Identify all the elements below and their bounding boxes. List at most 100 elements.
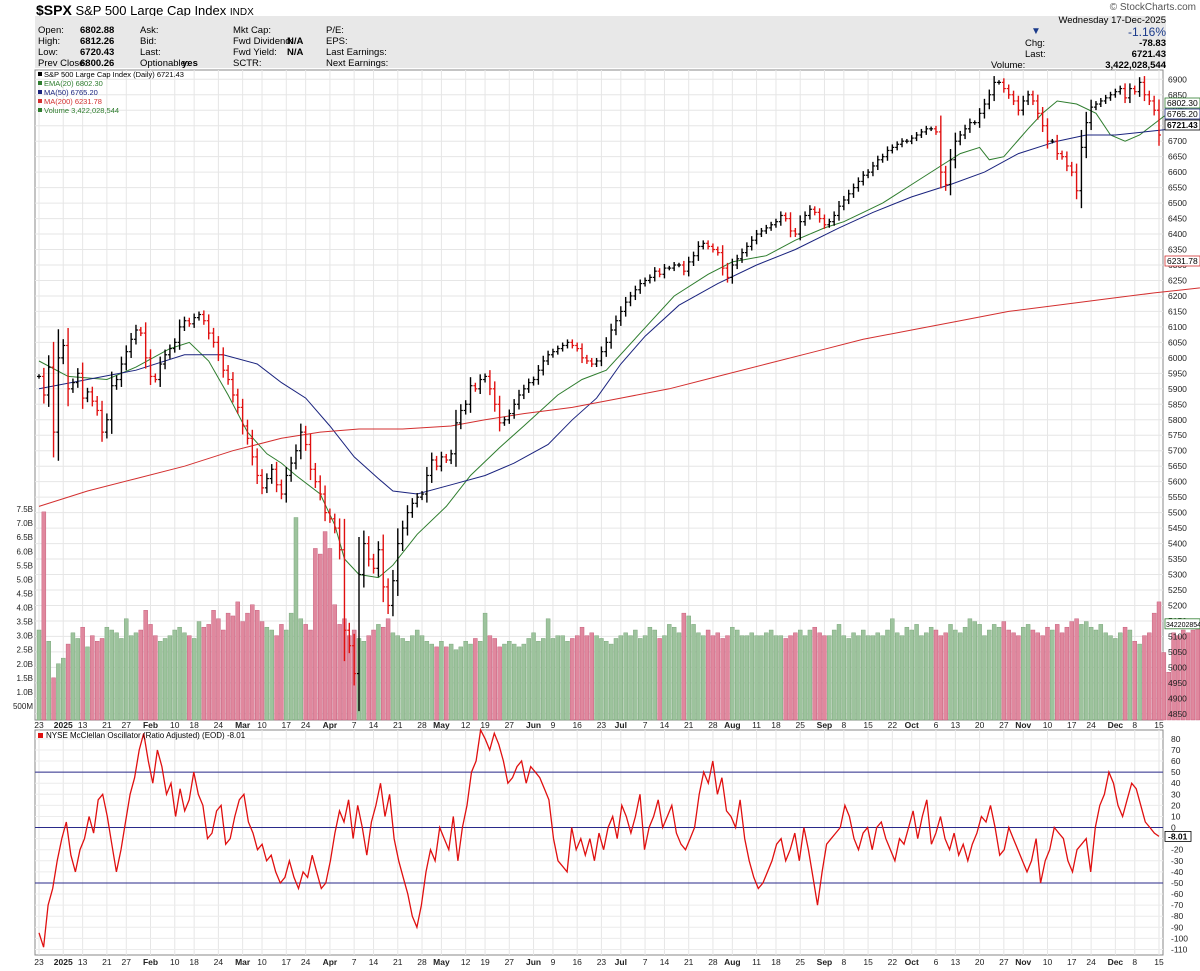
osc-last-text: -8.01 <box>1168 831 1188 841</box>
price-tick-label: 6100 <box>1168 322 1187 332</box>
osc-tick-label: -20 <box>1171 845 1184 855</box>
x-tick-label: 27 <box>999 957 1009 967</box>
x-tick-label: Sep <box>817 720 833 730</box>
osc-tick-label: 60 <box>1171 756 1181 766</box>
x-tick-label: Nov <box>1015 720 1031 730</box>
down-arrow-icon: ▼ <box>1031 26 1041 37</box>
volume-bar <box>749 632 754 721</box>
volume-bar <box>250 604 255 721</box>
ohlc-bar <box>754 229 759 245</box>
x-tick-label: 11 <box>752 957 761 967</box>
ohlc-bar <box>133 324 138 345</box>
ohlc-bar <box>783 212 788 222</box>
x-tick-label: 14 <box>660 720 670 730</box>
summary-value: 3,422,028,544 <box>1105 60 1166 71</box>
x-tick-label: 18 <box>189 720 199 730</box>
volume-bar <box>313 548 318 721</box>
volume-bar <box>400 638 405 721</box>
ohlc-bar <box>822 214 827 229</box>
x-tick-label: 27 <box>505 720 515 730</box>
ohlc-bar <box>468 377 473 413</box>
ohlc-bar <box>381 534 386 603</box>
ohlc-bar <box>172 338 177 353</box>
volume-bar <box>1069 621 1074 721</box>
field-sctr: SCTR: <box>233 58 262 69</box>
volume-bar <box>705 629 711 721</box>
last-value-text: 6231.78 <box>1167 256 1198 266</box>
volume-bar <box>61 657 66 721</box>
ohlc-bar <box>463 400 468 415</box>
volume-bar <box>914 624 919 721</box>
x-tick-label: 14 <box>660 957 670 967</box>
volume-bar <box>85 646 90 721</box>
volume-bar <box>36 629 42 721</box>
volume-bar <box>681 612 687 721</box>
quote-strip <box>35 16 1166 68</box>
price-tick-label: 5400 <box>1168 539 1187 549</box>
last-value-text: 6802.30 <box>1167 98 1198 108</box>
volume-bar <box>933 629 939 721</box>
ohlc-bar <box>677 262 681 268</box>
volume-bar <box>638 638 643 721</box>
volume-bar <box>633 629 638 721</box>
volume-bar <box>928 626 934 721</box>
ohlc-bar <box>575 342 580 352</box>
ohlc-bar <box>987 89 992 110</box>
volume-bar <box>1161 652 1167 721</box>
volume-bar <box>1016 635 1021 721</box>
ohlc-bar <box>841 195 846 211</box>
volume-bar <box>788 635 793 721</box>
x-tick-label: May <box>433 957 450 967</box>
ohlc-bar <box>846 189 851 205</box>
ohlc-bar <box>560 342 565 352</box>
volume-bar <box>1142 635 1147 721</box>
volume-bar <box>478 641 483 721</box>
osc-last-tag <box>1164 831 1192 842</box>
x-tick-label: 27 <box>122 957 132 967</box>
x-tick-label: 8 <box>1132 957 1137 967</box>
volume-tick-label: 2.5B <box>17 646 33 655</box>
ohlc-bar <box>366 536 371 567</box>
volume-last-tag <box>1164 618 1200 630</box>
x-tick-label: 21 <box>102 720 112 730</box>
x-tick-label: 28 <box>417 720 427 730</box>
ohlc-bar <box>1098 97 1103 108</box>
volume-bar <box>1127 629 1133 721</box>
osc-tick-label: 30 <box>1171 789 1181 799</box>
price-tick-label: 5250 <box>1168 585 1187 595</box>
ohlc-bar <box>420 491 425 501</box>
volume-tick-label: 5.0B <box>17 575 33 584</box>
volume-bar <box>1021 626 1026 721</box>
volume-bar <box>536 641 541 721</box>
ohlc-bar <box>1079 129 1084 209</box>
ohlc-bar <box>1137 77 1142 97</box>
price-tick-label: 5600 <box>1168 477 1187 487</box>
volume-bar <box>65 643 71 721</box>
volume-bar <box>953 629 958 721</box>
osc-title: NYSE McClellan Oscillator (Ratio Adjuste… <box>46 731 246 740</box>
ohlc-bar <box>643 277 648 287</box>
x-tick-label: 24 <box>1086 720 1096 730</box>
last-value-text: 6765.20 <box>1167 109 1198 119</box>
x-tick-label: 21 <box>393 957 403 967</box>
ohlc-bar <box>1103 94 1108 104</box>
volume-tick-label: 7.5B <box>17 505 33 514</box>
ohlc-bar <box>332 513 337 534</box>
volume-bar <box>768 629 774 721</box>
volume-tick-label: 6.5B <box>17 533 33 542</box>
volume-bar <box>1132 641 1137 721</box>
volume-bar <box>827 635 832 721</box>
field-label: Fwd Yield: <box>233 47 277 58</box>
volume-tick-label: 4.0B <box>17 604 33 613</box>
ohlc-bar <box>497 395 502 432</box>
ohlc-bar <box>371 553 376 574</box>
osc-tick-label: 70 <box>1171 745 1181 755</box>
x-tick-label: 18 <box>771 720 781 730</box>
summary-label: Volume: <box>991 60 1026 71</box>
x-tick-label: 8 <box>841 720 846 730</box>
symbol: $SPX <box>36 2 72 18</box>
volume-bar <box>958 632 963 721</box>
ohlc-bar <box>90 386 95 407</box>
volume-bar <box>492 638 497 721</box>
